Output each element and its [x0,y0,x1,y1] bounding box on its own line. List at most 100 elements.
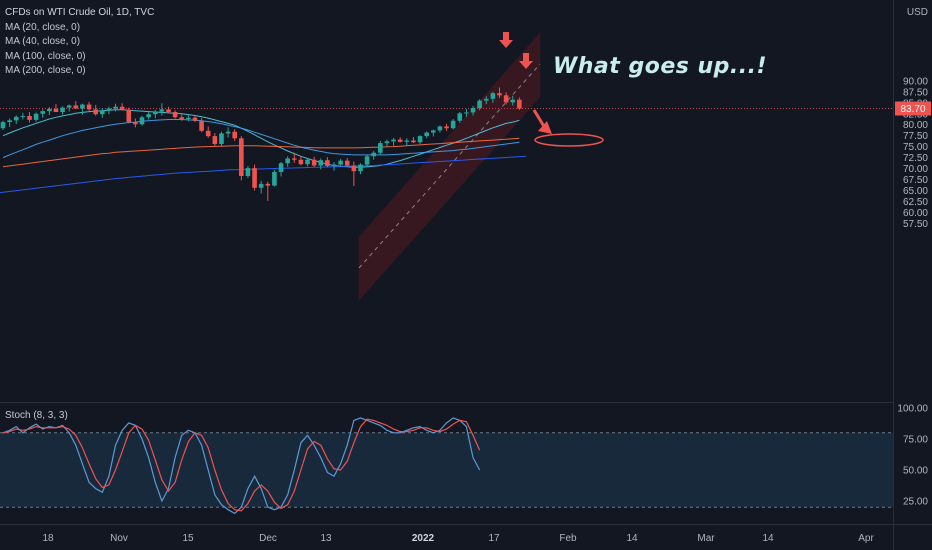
arrow-down-1-head [499,40,513,48]
candle-body [510,99,516,103]
price-tick-label: 90.00 [903,76,928,87]
price-tick-label: 70.00 [903,164,928,175]
candle-body [179,117,185,120]
stoch-line-1 [2,418,481,512]
annotation-text[interactable]: What goes up...! [553,54,768,79]
channel-fill [358,31,541,302]
candle-body [106,108,112,111]
stoch-tick-label: 75.00 [903,435,928,446]
candle-body [86,104,92,110]
candle-body [93,109,98,115]
time-axis[interactable]: 18 Nov 15 Dec 13 2022 17 Feb 14 Mar 14 Apr [0,524,932,545]
candle-body [384,141,390,144]
candle-body [139,117,145,125]
time-tick-label: Mar [697,533,715,544]
candle-body [152,111,158,115]
time-tick-label: 15 [182,533,194,544]
grid [0,0,894,550]
candle-body [40,111,46,114]
moving-averages [0,109,527,194]
stoch-label[interactable]: Stoch (8, 3, 3) [5,410,68,421]
candle-body [517,99,522,109]
candles [0,87,522,201]
candle-body [424,132,429,137]
stoch-tick-label: 50.00 [903,466,928,477]
stoch-pane [0,417,893,515]
candle-body [60,107,65,113]
candle-body [225,131,231,134]
time-tick-label: 2022 [412,533,435,544]
legend-ma100[interactable]: MA (100, close, 0) [5,50,86,62]
candle-body [146,114,151,118]
candle-body [100,110,105,115]
candle-body [285,158,290,164]
candle-body [73,105,79,109]
candle-body [258,183,264,188]
legend-ma200[interactable]: MA (200, close, 0) [5,65,86,76]
candle-body [265,183,271,186]
time-tick-label: Apr [858,533,874,544]
legend-title[interactable]: CFDs on WTI Crude Oil, 1D, TVC [5,7,155,18]
price-tick-label: 77.50 [903,131,928,142]
time-tick-label: 17 [488,533,500,544]
price-tick-label: 67.50 [903,175,928,186]
candle-body [437,126,443,131]
candle-body [404,140,410,142]
arrow-down-2-shaft [523,53,529,62]
price-axis[interactable]: 57.5060.0062.5065.0067.5070.0072.5075.00… [894,0,932,550]
candle-body [331,164,337,166]
candle-body [166,109,171,113]
candle-body [378,143,383,153]
candle-body [199,120,204,131]
candle-body [232,131,237,139]
legend-ma40[interactable]: MA (40, close, 0) [5,36,81,47]
candle-body [311,159,317,166]
candle-body [53,108,59,113]
candle-body [205,130,211,137]
candle-body [239,138,244,176]
stoch-tick-label: 25.00 [903,497,928,508]
candle-body [411,140,416,143]
price-tick-label: 60.00 [903,208,928,219]
candle-body [450,120,456,129]
candle-body [358,164,363,172]
annotation-drawings[interactable] [499,32,604,147]
price-tick-label: 80.00 [903,120,928,131]
arrow-diag-shaft [532,109,547,129]
candle-body [47,108,52,112]
candle-body [159,109,165,112]
candle-body [305,159,310,165]
candle-body [417,136,423,143]
time-tick-label: Nov [110,533,128,544]
time-tick-label: 14 [762,533,774,544]
time-tick-label: 14 [626,533,638,544]
time-tick-label: 18 [42,533,54,544]
candle-body [113,106,118,109]
ma-line-2 [2,137,520,168]
candle-body [272,172,277,186]
time-tick-label: 13 [320,533,332,544]
price-tick-label: 72.50 [903,153,928,164]
rising-channel-drawing[interactable] [358,31,541,302]
ma-line-0 [2,109,520,168]
candle-body [338,160,343,165]
candle-body [503,95,509,103]
target-ellipse [534,133,604,147]
candle-body [344,160,350,166]
candle-body [470,108,476,113]
candle-body [490,93,496,99]
candle-body [391,139,396,142]
stoch-tick-label: 100.00 [897,404,928,415]
candle-body [298,159,304,165]
arrow-down-1-shaft [503,32,509,41]
current-price-badge [895,101,931,116]
legend-ma20[interactable]: MA (20, close, 0) [5,21,81,33]
candle-body [291,158,297,160]
stoch-band [0,432,893,508]
candle-body [351,165,357,172]
time-tick-label: Feb [559,533,577,544]
candle-body [0,122,6,129]
candle-body [278,163,284,173]
candle-body [33,113,39,120]
